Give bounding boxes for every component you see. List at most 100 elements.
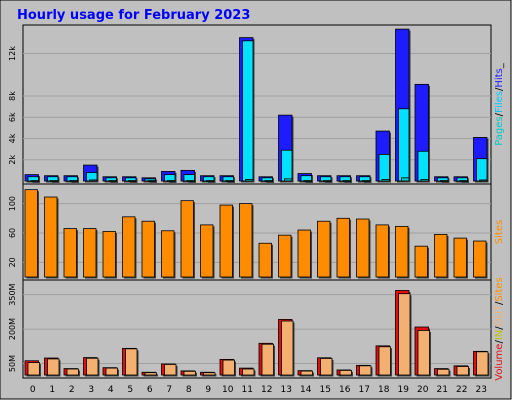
bar-sites (239, 203, 253, 278)
bar-out (359, 365, 372, 376)
bar-sites (161, 230, 175, 278)
x-tick-label: 23 (476, 385, 487, 395)
bar-pages-shadow (208, 181, 216, 183)
bar-pages (264, 180, 273, 182)
bar-out (222, 359, 235, 376)
legend-item: / (494, 112, 505, 116)
bar-out (456, 366, 469, 376)
bar-out (242, 368, 255, 376)
bar-pages (69, 180, 78, 182)
x-tick-label: 2 (69, 385, 75, 395)
bar-out (125, 348, 138, 376)
bar-sites (141, 220, 155, 278)
x-tick-label: 16 (339, 385, 351, 395)
bar-pages (108, 180, 117, 182)
bar-out (339, 370, 352, 376)
legend-item: / (494, 340, 505, 344)
bar-pages-shadow (188, 181, 196, 183)
bar-out (300, 370, 313, 376)
bar-out (183, 370, 196, 376)
x-tick-label: 1 (49, 385, 55, 395)
legend-item: IN (494, 330, 505, 340)
panel-sites: 20 60 100 Sites (8, 183, 505, 281)
y-tick-label-volume: 200M (8, 318, 17, 340)
bar-pages-shadow (110, 181, 118, 183)
x-tick-label: 14 (300, 385, 312, 395)
legend-item: Volume (494, 344, 505, 381)
chart-title: Hourly usage for February 2023 (17, 8, 250, 23)
bar-pages (128, 180, 137, 182)
x-tick-label: 17 (359, 385, 370, 395)
bar-sites (395, 225, 409, 278)
bar-pages (420, 179, 429, 182)
bar-sites (414, 245, 428, 278)
bar-files (378, 154, 390, 182)
bar-pages (440, 180, 449, 182)
bar-out (203, 372, 216, 376)
legend-item: Files (494, 91, 505, 113)
bar-pages-shadow (266, 181, 274, 183)
bar-sites (336, 217, 350, 278)
bar-sites (83, 228, 97, 278)
bar-pages-shadow (325, 181, 333, 183)
x-tick-label: 7 (166, 385, 172, 395)
x-tick-label: 11 (242, 385, 253, 395)
x-tick-label: 19 (398, 385, 410, 395)
bar-out (476, 351, 489, 376)
chart-panels: 2k4k6k8k12kPages/Files/Hits_2060100Sites… (8, 24, 505, 381)
legend-item: / (494, 326, 505, 330)
bar-sites (102, 231, 116, 278)
x-tick-label: 12 (261, 385, 272, 395)
bar-out (105, 367, 118, 376)
bar-pages-shadow (32, 181, 40, 183)
bar-pages (225, 180, 234, 182)
bar-pages (303, 180, 312, 182)
bar-files (164, 174, 176, 182)
legend-item: / (494, 301, 505, 305)
bar-pages (401, 177, 410, 182)
bar-sites (434, 234, 448, 278)
legend-text-volume: Volume/IN/OUT/Sites (494, 277, 505, 381)
bar-sites (317, 220, 331, 278)
legend-item: Sites (494, 220, 505, 244)
x-tick-label: 20 (417, 385, 429, 395)
bar-sites (453, 237, 467, 278)
bar-pages-shadow (344, 181, 352, 183)
bar-pages (186, 180, 195, 182)
y-tick-label-hits-files-pages: 8k (8, 91, 17, 101)
x-tick-label: 8 (186, 385, 192, 395)
x-axis-hour-labels: 0 1 2 3 4 5 6 7 8 9 10 11 12 13 14 15 16 17 18 19 20 21 22 23 (30, 385, 487, 395)
x-tick-label: 5 (127, 385, 133, 395)
legend-item: Hits (494, 68, 505, 87)
bar-pages-shadow (91, 181, 99, 183)
x-tick-label: 0 (30, 385, 36, 395)
bar-files (242, 40, 254, 182)
legend-item: Sites (494, 277, 505, 301)
bar-sites (200, 224, 214, 278)
bar-out (27, 362, 40, 376)
bar-pages (245, 179, 254, 182)
bar-pages-shadow (305, 181, 313, 183)
bar-sites (356, 218, 370, 278)
bar-files (398, 108, 410, 182)
bar-pages-shadow (481, 181, 489, 183)
bar-sites (24, 189, 38, 278)
bar-files (183, 174, 195, 182)
bar-files (417, 150, 429, 182)
y-tick-label-hits-files-pages: 12k (8, 46, 17, 61)
bar-pages-shadow (286, 180, 294, 183)
bar-out (66, 368, 79, 376)
y-tick-label-sites: 100 (8, 196, 17, 211)
bar-pages (30, 180, 39, 182)
bar-pages-shadow (227, 181, 235, 183)
bar-out (86, 357, 99, 376)
y-tick-label-hits-files-pages: 2k (8, 155, 17, 165)
bar-sites (180, 200, 194, 278)
bar-pages-shadow (422, 180, 430, 183)
bar-out (417, 330, 430, 376)
bar-pages-shadow (247, 180, 255, 183)
bar-pages (147, 180, 156, 182)
